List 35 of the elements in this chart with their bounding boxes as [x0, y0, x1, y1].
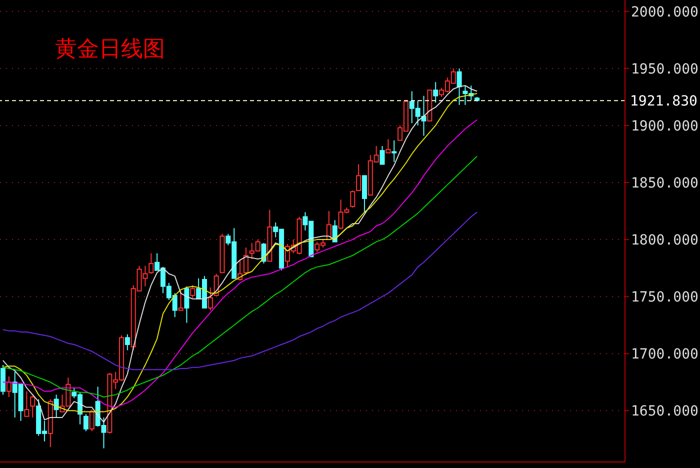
candlestick — [178, 290, 184, 311]
y-tick-label: 1850.000 — [631, 175, 698, 192]
candlestick — [184, 286, 190, 324]
candlestick — [261, 242, 266, 264]
candlestick — [386, 138, 391, 154]
candlestick — [392, 140, 397, 162]
candlestick — [54, 394, 59, 418]
candlestick — [456, 68, 462, 106]
line-series — [2, 212, 478, 370]
y-tick-label: 1900.000 — [631, 118, 698, 134]
candlestick — [190, 284, 196, 298]
candlestick — [332, 220, 338, 242]
candlestick — [208, 286, 213, 311]
y-tick-label: 1650.000 — [631, 404, 698, 420]
candlestick — [89, 409, 94, 432]
text: 黄金日线图 — [55, 36, 165, 64]
candlestick — [350, 190, 356, 208]
candlestick — [356, 164, 362, 192]
y-tick-label: 1700.000 — [631, 346, 698, 363]
candlestick — [0, 364, 6, 396]
candlestick — [83, 414, 88, 432]
candlestick — [148, 252, 154, 274]
candlestick — [433, 82, 438, 104]
ref-line-label: 1921.830 — [630, 94, 698, 110]
candlestick — [24, 390, 30, 417]
y-tick-label: 2000.000 — [631, 4, 698, 20]
y-tick-label: 1950.000 — [631, 61, 698, 78]
y-tick-label: 1800.000 — [631, 232, 698, 249]
candlestick — [30, 395, 36, 418]
candlestick — [6, 376, 12, 398]
candlestick — [243, 247, 248, 276]
candlestick — [380, 146, 385, 165]
y-tick-label: 1750.000 — [631, 290, 698, 306]
candlestick — [362, 175, 367, 213]
candlestick — [124, 334, 130, 351]
